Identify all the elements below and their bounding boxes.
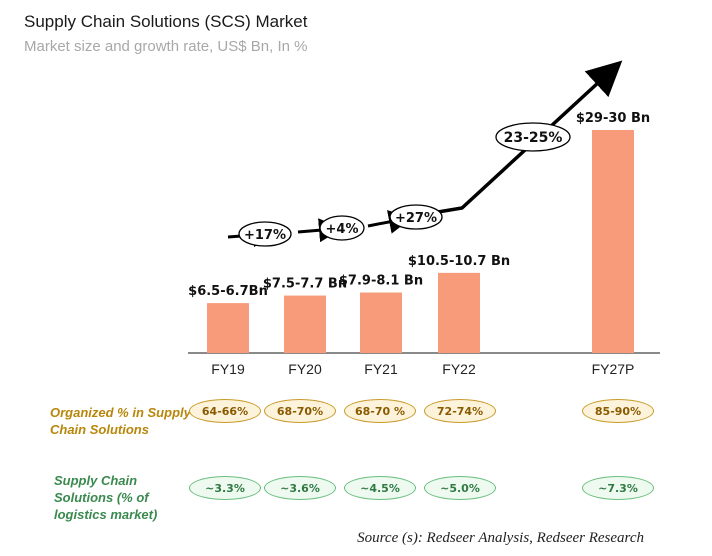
tick-label-fy27p: FY27P <box>592 361 635 377</box>
growth-label-3: +27% <box>395 211 437 226</box>
trend-arrow <box>431 60 623 215</box>
organized-pill-fy22: 72-74% <box>424 399 496 423</box>
bar-fy21 <box>360 292 402 353</box>
share-row-label: Supply Chain Solutions (% of logistics m… <box>54 473 158 522</box>
organized-pill-fy27p: 85-90% <box>582 399 654 423</box>
bar-chart: $6.5-6.7Bn FY19 $7.5-7.7 Bn FY20 $7.9-8.1 Bn… <box>188 60 660 377</box>
growth-bubble-4 <box>495 122 571 152</box>
bar-fy19 <box>207 303 249 353</box>
organized-pill-fy19: 64-66% <box>189 399 261 423</box>
tick-label-fy22: FY22 <box>442 361 476 377</box>
growth-bubble-2 <box>319 215 365 241</box>
bar-fy20 <box>284 295 326 353</box>
bar-label-fy20: $7.5-7.7 Bn <box>263 277 347 292</box>
share-pill-fy22: ~5.0% <box>424 476 496 500</box>
tick-label-fy19: FY19 <box>211 361 245 377</box>
tick-label-fy21: FY21 <box>364 361 398 377</box>
growth-label-1: +17% <box>244 228 286 243</box>
growth-bubble-1 <box>238 221 292 247</box>
share-pill-fy19: ~3.3% <box>189 476 261 500</box>
share-pill-fy27p: ~7.3% <box>582 476 654 500</box>
bar-fy22 <box>438 272 480 353</box>
chart-title: Supply Chain Solutions (SCS) Market <box>24 12 308 31</box>
bar-label-fy21: $7.9-8.1 Bn <box>339 274 423 289</box>
tick-label-fy20: FY20 <box>288 361 322 377</box>
bar-label-fy19: $6.5-6.7Bn <box>188 284 268 299</box>
chart-subtitle: Market size and growth rate, US$ Bn, In … <box>24 38 308 55</box>
organized-pill-fy20: 68-70% <box>264 399 336 423</box>
source-note: Source (s): Redseer Analysis, Redseer Re… <box>357 530 644 546</box>
growth-label-2: +4% <box>326 222 359 237</box>
bar-label-fy22: $10.5-10.7 Bn <box>408 254 510 269</box>
bar-label-fy27p: $29-30 Bn <box>576 111 650 126</box>
bar-fy27p <box>592 130 634 353</box>
growth-bubble-3 <box>389 204 443 230</box>
organized-row-label: Organized % in Supply Chain Solutions <box>50 405 191 437</box>
organized-pill-fy21: 68-70 % <box>344 399 416 423</box>
growth-label-4: 23-25% <box>504 130 563 146</box>
share-pill-fy20: ~3.6% <box>264 476 336 500</box>
share-pill-fy21: ~4.5% <box>344 476 416 500</box>
